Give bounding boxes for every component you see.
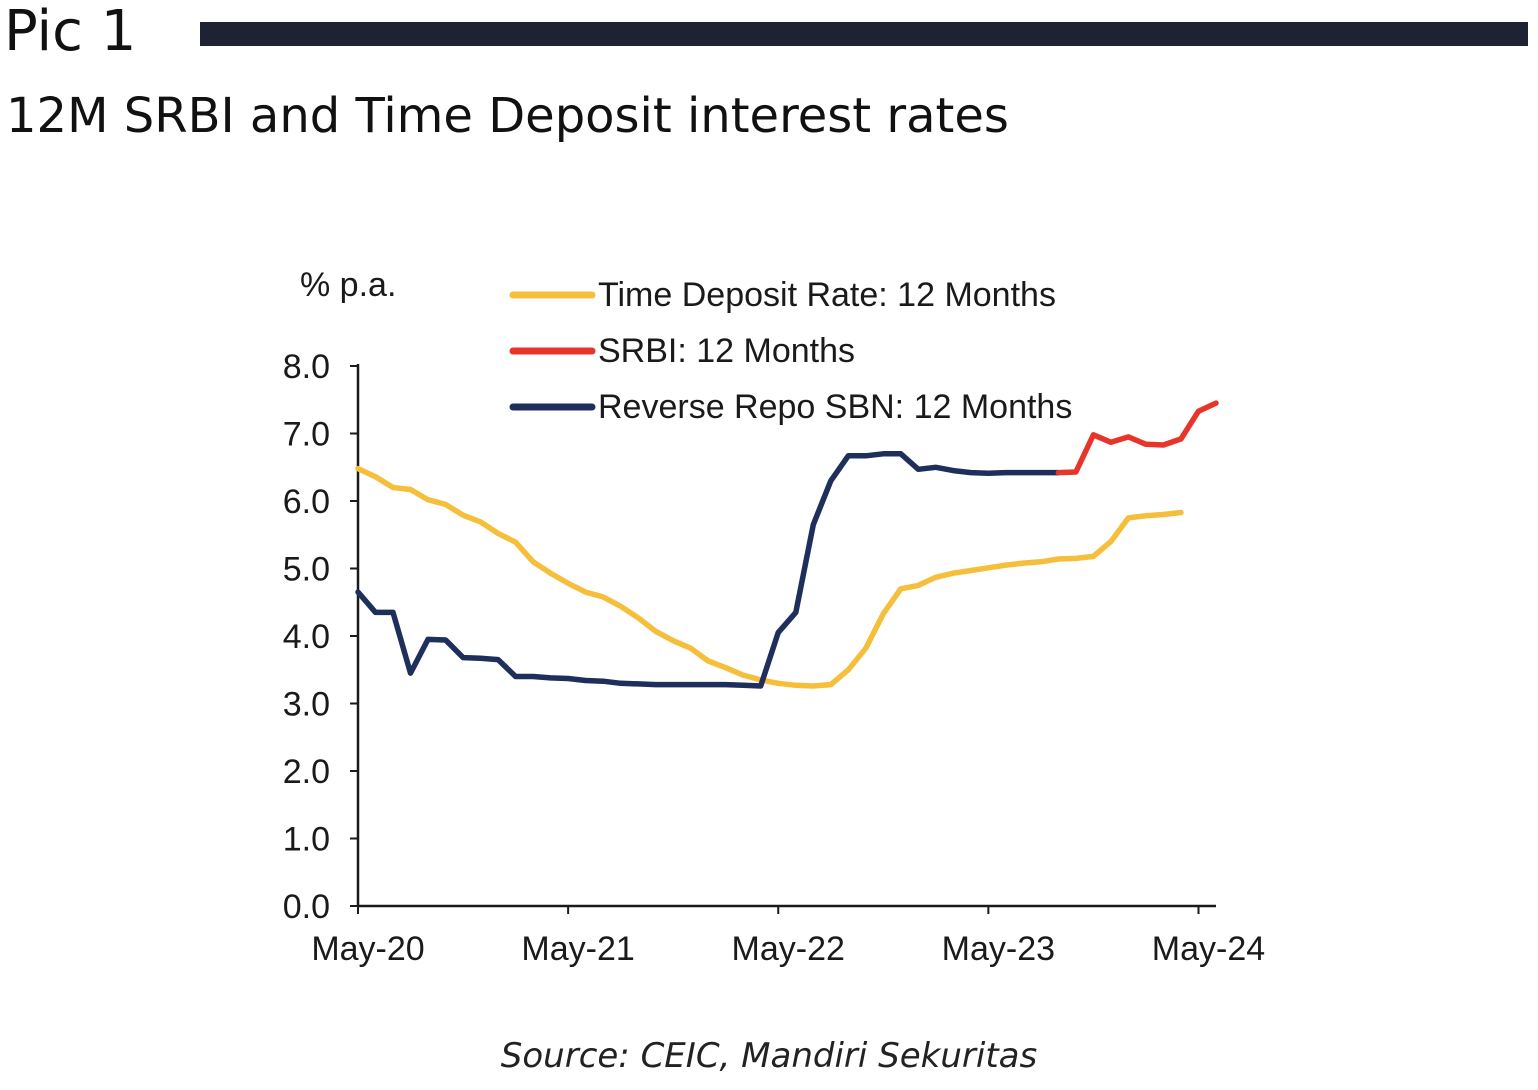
legend-label: Time Deposit Rate: 12 Months bbox=[598, 276, 1056, 314]
series-layer bbox=[355, 400, 1219, 689]
chart-subtitle: 12M SRBI and Time Deposit interest rates bbox=[6, 88, 1009, 144]
series-line-reverse-repo bbox=[355, 451, 1062, 689]
series-line-srbi bbox=[1055, 400, 1219, 476]
x-tick-label: May-20 bbox=[311, 930, 424, 968]
x-tick-label: May-22 bbox=[732, 930, 845, 968]
x-tick-label: May-23 bbox=[942, 930, 1055, 968]
axes: 0.0 1.0 2.0 3.0 4.0 5.0 6.0 7.0 8.0 May-20 May-21 M… bbox=[283, 348, 1265, 968]
y-tick-label: 6.0 bbox=[283, 483, 330, 521]
pic-label: Pic 1 bbox=[4, 0, 137, 64]
legend: Time Deposit Rate: 12 Months SRBI: 12 Mon… bbox=[509, 276, 1072, 426]
legend-label: SRBI: 12 Months bbox=[598, 332, 855, 370]
y-tick-label: 2.0 bbox=[283, 753, 330, 791]
y-tick-label: 4.0 bbox=[283, 618, 330, 656]
y-axis-label: % p.a. bbox=[300, 266, 396, 304]
source-note: Source: CEIC, Mandiri Sekuritas bbox=[500, 1036, 1038, 1076]
y-tick-label: 0.0 bbox=[283, 888, 330, 926]
legend-label: Reverse Repo SBN: 12 Months bbox=[598, 388, 1072, 426]
x-tick-label: May-24 bbox=[1152, 930, 1265, 968]
x-tick-label: May-21 bbox=[521, 930, 634, 968]
series-line-time-deposit bbox=[355, 465, 1184, 689]
y-tick-label: 8.0 bbox=[283, 348, 330, 386]
header-bar bbox=[200, 22, 1528, 46]
y-tick-label: 5.0 bbox=[283, 551, 330, 589]
y-tick-label: 1.0 bbox=[283, 821, 330, 859]
y-tick-label: 7.0 bbox=[283, 416, 330, 454]
y-tick-label: 3.0 bbox=[283, 686, 330, 724]
